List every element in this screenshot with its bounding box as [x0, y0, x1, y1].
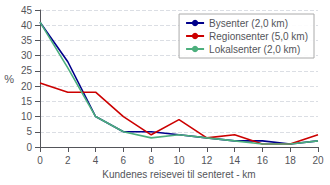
svg-text:Kundenes reisevei til senteret: Kundenes reisevei til senteret - km — [102, 169, 255, 180]
svg-text:6: 6 — [121, 155, 127, 166]
svg-text:20: 20 — [21, 81, 33, 92]
svg-text:Bysenter (2,0 km): Bysenter (2,0 km) — [209, 18, 288, 29]
svg-text:0: 0 — [37, 155, 43, 166]
svg-text:12: 12 — [201, 155, 213, 166]
svg-text:Lokalsenter (2,0 km): Lokalsenter (2,0 km) — [209, 44, 300, 55]
svg-text:40: 40 — [21, 20, 33, 31]
svg-text:25: 25 — [21, 65, 33, 76]
svg-text:%: % — [4, 73, 14, 85]
svg-text:10: 10 — [21, 111, 33, 122]
svg-text:35: 35 — [21, 35, 33, 46]
svg-text:8: 8 — [148, 155, 154, 166]
svg-text:0: 0 — [26, 142, 32, 153]
svg-text:16: 16 — [257, 155, 269, 166]
svg-text:18: 18 — [285, 155, 297, 166]
svg-text:5: 5 — [26, 126, 32, 137]
svg-text:4: 4 — [93, 155, 99, 166]
svg-text:14: 14 — [229, 155, 241, 166]
svg-text:20: 20 — [312, 155, 324, 166]
svg-text:45: 45 — [21, 5, 33, 16]
svg-text:Regionsenter (5,0 km): Regionsenter (5,0 km) — [209, 31, 308, 42]
svg-text:15: 15 — [21, 96, 33, 107]
svg-text:2: 2 — [65, 155, 71, 166]
svg-text:10: 10 — [173, 155, 185, 166]
svg-text:30: 30 — [21, 50, 33, 61]
